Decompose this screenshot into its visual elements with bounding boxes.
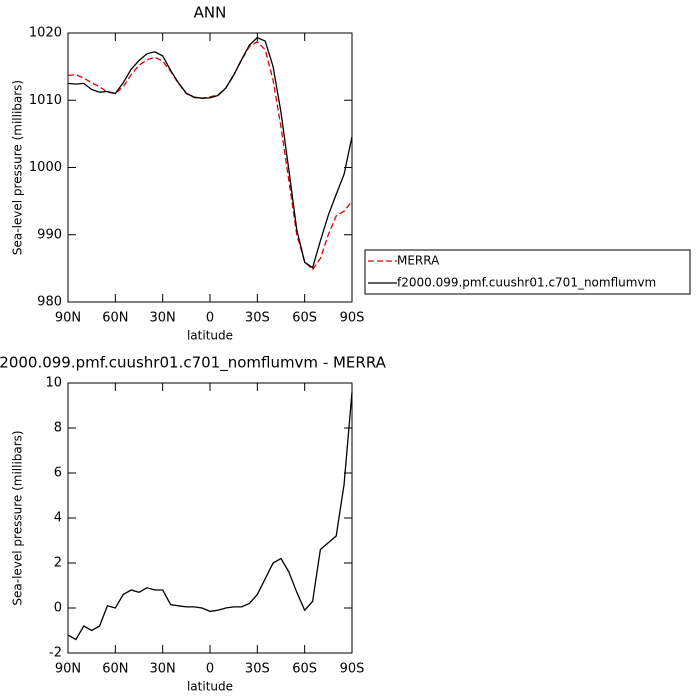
y-tick-label: 990 [37,227,62,242]
y-tick-label: 1010 [29,93,62,108]
x-tick-label: 60S [292,662,317,677]
y-tick-label: 6 [54,466,62,481]
y-tick-label: 1000 [29,160,62,175]
x-tick-label: 0 [206,311,214,326]
line-series [67,36,353,269]
line-series [67,40,353,271]
y-axis-label: Sea-level pressure (millibars) [11,430,25,605]
y-tick-label: -2 [49,646,62,661]
x-tick-label: 0 [206,662,214,677]
x-tick-label: 90S [340,311,365,326]
x-tick-label: 30S [245,662,270,677]
plot-frame [67,382,353,654]
y-tick-label: 0 [54,601,62,616]
chart-title: ANN [194,4,227,22]
legend-box [364,249,691,295]
y-tick-label: 2 [54,556,62,571]
line-series [67,391,353,641]
y-tick-label: 1020 [29,26,62,41]
x-tick-label: 90N [55,311,81,326]
x-tick-label: 30S [245,311,270,326]
x-tick-label: 90N [55,662,81,677]
y-axis-label: Sea-level pressure (millibars) [11,80,25,255]
x-tick-label: 60N [102,662,128,677]
y-tick-label: 10 [45,376,62,391]
x-tick-label: 30N [150,662,176,677]
x-axis-label: latitude [187,680,233,694]
legend-label: MERRA [397,254,440,268]
y-tick-label: 8 [54,421,62,436]
y-tick-label: 980 [37,295,62,310]
x-tick-label: 30N [150,311,176,326]
y-tick-label: 4 [54,511,62,526]
x-tick-label: 60S [292,311,317,326]
x-tick-label: 60N [102,311,128,326]
x-axis-label: latitude [187,329,233,343]
plot-frame [67,32,353,303]
legend-label: f2000.099.pmf.cuushr01.c701_nomflumvm [397,276,656,290]
chart-title: f2000.099.pmf.cuushr01.c701_nomflumvm - … [0,354,387,373]
x-tick-label: 90S [340,662,365,677]
